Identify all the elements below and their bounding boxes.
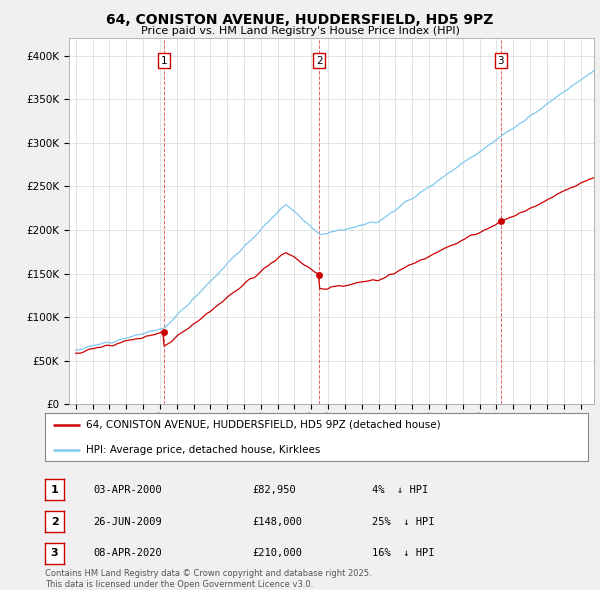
Text: Contains HM Land Registry data © Crown copyright and database right 2025.
This d: Contains HM Land Registry data © Crown c… (45, 569, 371, 589)
Text: Price paid vs. HM Land Registry's House Price Index (HPI): Price paid vs. HM Land Registry's House … (140, 26, 460, 36)
Text: 64, CONISTON AVENUE, HUDDERSFIELD, HD5 9PZ (detached house): 64, CONISTON AVENUE, HUDDERSFIELD, HD5 9… (86, 419, 440, 430)
Text: 1: 1 (161, 56, 167, 65)
Text: 2: 2 (51, 517, 58, 526)
Text: 4%  ↓ HPI: 4% ↓ HPI (372, 485, 428, 494)
Text: 64, CONISTON AVENUE, HUDDERSFIELD, HD5 9PZ: 64, CONISTON AVENUE, HUDDERSFIELD, HD5 9… (106, 13, 494, 27)
Text: 1: 1 (51, 485, 58, 494)
Text: 26-JUN-2009: 26-JUN-2009 (93, 517, 162, 526)
Text: £210,000: £210,000 (252, 549, 302, 558)
Text: HPI: Average price, detached house, Kirklees: HPI: Average price, detached house, Kirk… (86, 445, 320, 455)
Text: 3: 3 (497, 56, 504, 65)
Text: 2: 2 (316, 56, 323, 65)
Text: £82,950: £82,950 (252, 485, 296, 494)
Text: 16%  ↓ HPI: 16% ↓ HPI (372, 549, 434, 558)
Text: £148,000: £148,000 (252, 517, 302, 526)
Text: 3: 3 (51, 549, 58, 558)
Text: 03-APR-2000: 03-APR-2000 (93, 485, 162, 494)
Text: 08-APR-2020: 08-APR-2020 (93, 549, 162, 558)
Text: 25%  ↓ HPI: 25% ↓ HPI (372, 517, 434, 526)
